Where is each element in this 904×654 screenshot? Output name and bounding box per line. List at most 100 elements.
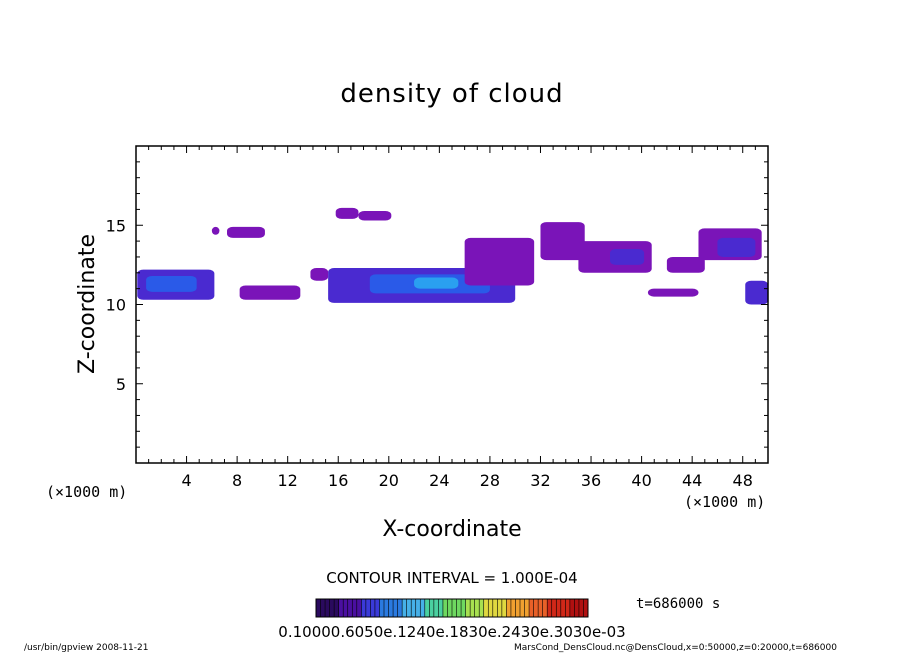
footer-source: MarsCond_DensCloud.nc@DensCloud,x=0:5000…: [514, 643, 837, 653]
colorbar-cell: [497, 599, 503, 617]
colorbar-labels: 0.10000.6050e.1240e.1830e.2430e.3030e-03: [278, 623, 625, 641]
colorbar-cell: [465, 599, 471, 617]
colorbar-cell: [533, 599, 539, 617]
colorbar-cell: [574, 599, 580, 617]
x-tick-labels: 4 8 12 16 20 24 28 32 36 40 44 48: [181, 471, 752, 490]
axis-ticks: [136, 146, 768, 463]
colorbar-cell: [433, 599, 439, 617]
cloud-region: [647, 288, 699, 297]
x-tick-label: 12: [278, 471, 298, 490]
footer-program: /usr/bin/gpview 2008-11-21: [24, 643, 148, 653]
colorbar-cell: [506, 599, 512, 617]
x-tick-label: 48: [733, 471, 753, 490]
colorbar-cell: [374, 599, 380, 617]
cloud-region: [414, 277, 459, 289]
colorbar-cell: [547, 599, 553, 617]
plot-frame: [135, 145, 769, 464]
cloud-region: [310, 268, 329, 281]
chart-title: density of cloud: [340, 79, 563, 109]
x-tick-label: 36: [581, 471, 601, 490]
colorbar-cell: [325, 599, 330, 617]
colorbar-cell: [542, 599, 548, 617]
cloud-region: [666, 256, 705, 273]
colorbar-cell: [420, 599, 426, 617]
x-tick-label: 20: [379, 471, 399, 490]
colorbar-cell: [334, 599, 339, 617]
colorbar-cell: [492, 599, 498, 617]
colorbar-cell: [529, 599, 534, 617]
colorbar-cell: [379, 599, 385, 617]
contour-interval-label: CONTOUR INTERVAL = 1.000E-04: [326, 569, 577, 587]
colorbar-cell: [329, 599, 335, 617]
colorbar-cell: [347, 599, 353, 617]
x-tick-label: 4: [181, 471, 191, 490]
colorbar-cell: [556, 599, 562, 617]
x-tick-label: 44: [682, 471, 702, 490]
x-tick-label: 8: [232, 471, 242, 490]
colorbar-cell: [361, 599, 367, 617]
time-label: t=686000 s: [636, 596, 720, 612]
colorbar-cell: [461, 599, 466, 617]
colorbar: [315, 599, 589, 617]
colorbar-cell: [415, 599, 421, 617]
y-tick-label: 15: [106, 216, 126, 235]
colorbar-cell: [438, 599, 444, 617]
colorbar-cell: [474, 599, 480, 617]
colorbar-cell: [470, 599, 475, 617]
colorbar-cell: [515, 599, 521, 617]
colorbar-cell: [447, 599, 453, 617]
cloud-region: [227, 226, 265, 238]
colorbar-cell: [520, 599, 525, 617]
colorbar-cell: [452, 599, 457, 617]
colorbar-frame: [315, 598, 589, 618]
colorbar-cell: [388, 599, 394, 617]
colorbar-cell: [560, 599, 566, 617]
colorbar-cell: [424, 599, 430, 617]
colorbar-cell: [384, 599, 389, 617]
colorbar-cell: [429, 599, 435, 617]
colorbar-cell: [356, 599, 362, 617]
colorbar-cell: [569, 599, 575, 617]
colorbar-cell: [370, 599, 376, 617]
cloud-region: [358, 210, 392, 221]
colorbar-cell: [393, 599, 398, 617]
cloud-region: [335, 207, 359, 219]
colorbar-cell: [483, 599, 489, 617]
cloud-region: [239, 285, 301, 300]
colorbar-cell: [578, 599, 584, 617]
colorbar-cell: [551, 599, 557, 617]
colorbar-cell: [442, 599, 448, 617]
x-tick-label: 24: [429, 471, 449, 490]
colorbar-cell: [479, 599, 485, 617]
colorbar-cell: [338, 599, 344, 617]
colorbar-cell: [406, 599, 412, 617]
cloud-region: [540, 222, 585, 261]
colorbar-cell: [320, 599, 326, 617]
cloud-region: [610, 249, 645, 265]
colorbar-cell: [456, 599, 462, 617]
colorbar-cell: [343, 599, 349, 617]
colorbar-cell: [583, 599, 589, 617]
colorbar-cell: [565, 599, 571, 617]
y-unit-label: (×1000 m): [46, 483, 127, 501]
cloud-region: [211, 226, 220, 235]
x-tick-label: 28: [480, 471, 500, 490]
colorbar-cell: [411, 599, 417, 617]
x-axis-label: X-coordinate: [382, 517, 521, 542]
colorbar-cell: [524, 599, 530, 617]
cloud-field: [137, 207, 768, 305]
y-tick-labels: 5 10 15: [106, 216, 126, 394]
colorbar-cell: [365, 599, 371, 617]
colorbar-cell: [488, 599, 494, 617]
colorbar-cell: [501, 599, 507, 617]
colorbar-cell: [538, 599, 543, 617]
cloud-region: [717, 237, 756, 257]
y-tick-label: 5: [116, 375, 126, 394]
colorbar-cell: [352, 599, 358, 617]
x-unit-label: (×1000 m): [684, 493, 765, 511]
cloud-region: [745, 280, 768, 305]
x-tick-label: 32: [530, 471, 550, 490]
colorbar-cell: [402, 599, 407, 617]
x-tick-label: 40: [631, 471, 651, 490]
